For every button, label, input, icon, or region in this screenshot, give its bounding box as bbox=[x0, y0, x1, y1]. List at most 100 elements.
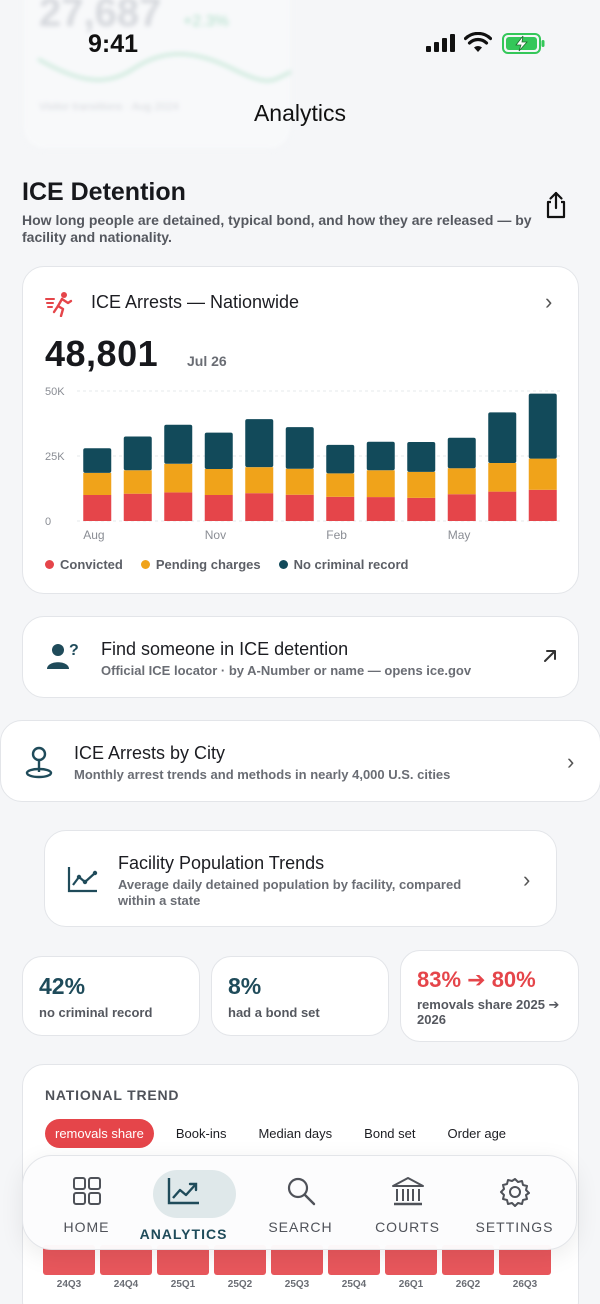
bar-segment-no-criminal-record bbox=[447, 437, 476, 469]
tab-courts[interactable]: COURTS bbox=[354, 1156, 461, 1251]
tab-label: COURTS bbox=[375, 1219, 440, 1235]
ghost-caption: Visitor transitions · Aug 2024 bbox=[39, 101, 179, 113]
background-card-ghost: 27,687 +2.3% Visitor transitions · Aug 2… bbox=[22, 0, 292, 150]
bar-segment-convicted bbox=[285, 494, 314, 521]
bar-segment-convicted bbox=[164, 492, 193, 521]
stat-value: 42% bbox=[39, 973, 86, 999]
tab-label: ANALYTICS bbox=[139, 1226, 228, 1242]
arrests-by-city-card[interactable]: ICE Arrests by City Monthly arrest trend… bbox=[0, 720, 600, 802]
chart-legend: Convicted Pending charges No criminal re… bbox=[45, 557, 408, 572]
tab-label: SETTINGS bbox=[475, 1219, 554, 1235]
person-question-icon: ? bbox=[47, 642, 79, 669]
bar-segment-no-criminal-record bbox=[164, 424, 193, 464]
ghost-sparkline bbox=[37, 52, 291, 83]
legend-item-no-record: No criminal record bbox=[278, 557, 409, 572]
bar-segment-pending-charges bbox=[123, 470, 152, 494]
bar-segment-pending-charges bbox=[407, 471, 436, 498]
arrests-total-value: 48,801 bbox=[45, 333, 159, 374]
quarter-label: 25Q4 bbox=[341, 1279, 367, 1290]
search-icon bbox=[287, 1177, 315, 1206]
facility-population-card[interactable]: Facility Population Trends Average daily… bbox=[44, 830, 557, 927]
arrests-stacked-bar-chart: 50K 25K 0 Aug Nov Feb May bbox=[45, 386, 563, 542]
external-link-arrow-icon bbox=[544, 650, 556, 662]
tab-label: HOME bbox=[63, 1219, 110, 1235]
bar-segment-no-criminal-record bbox=[407, 441, 436, 472]
quarter-bar-fill bbox=[328, 1245, 380, 1275]
trend-metric-chips: removals share Book-ins Median days Bond… bbox=[45, 1119, 516, 1148]
x-tick-label: Nov bbox=[205, 528, 226, 542]
tab-label: SEARCH bbox=[268, 1219, 333, 1235]
quarter-bar: 26Q1 bbox=[385, 1245, 437, 1290]
battery-charging-icon bbox=[502, 33, 545, 54]
quarter-bar-fill bbox=[43, 1245, 95, 1275]
bar-segment-no-criminal-record bbox=[245, 419, 274, 468]
quarter-bar-fill bbox=[271, 1245, 323, 1275]
chip-book-ins[interactable]: Book-ins bbox=[175, 1126, 227, 1141]
chevron-right-icon: › bbox=[545, 289, 553, 314]
tab-settings[interactable]: SETTINGS bbox=[461, 1156, 568, 1251]
bar-segment-convicted bbox=[204, 495, 233, 521]
tab-search[interactable]: SEARCH bbox=[247, 1156, 354, 1251]
stat-label: removals share 2025 ➔ 2026 bbox=[417, 997, 560, 1027]
quarter-label: 25Q3 bbox=[284, 1279, 310, 1290]
x-tick-label: May bbox=[448, 528, 471, 542]
chip-bond-set[interactable]: Bond set bbox=[364, 1126, 416, 1141]
stat-bond-set: 8% had a bond set bbox=[211, 956, 389, 1036]
bottom-tab-bar: HOME ANALYTICS SEARCH COURTS SETTINGS bbox=[22, 1155, 577, 1250]
bar-segment-convicted bbox=[123, 493, 152, 521]
line-chart-icon bbox=[67, 867, 98, 893]
stat-removals-share: 83% ➔ 80% removals share 2025 ➔ 2026 bbox=[400, 950, 579, 1042]
nav-title: Analytics bbox=[253, 100, 347, 126]
bar-segment-no-criminal-record bbox=[528, 393, 557, 459]
status-time: 9:41 bbox=[88, 30, 139, 58]
quarter-bar-fill bbox=[499, 1245, 551, 1275]
quarter-bar-fill bbox=[214, 1245, 266, 1275]
quarter-bar: 25Q3 bbox=[271, 1245, 323, 1290]
chip-order-age[interactable]: Order age bbox=[447, 1126, 507, 1141]
quarter-label: 26Q2 bbox=[455, 1279, 481, 1290]
share-icon[interactable] bbox=[542, 190, 570, 220]
national-trend-header: NATIONAL TREND bbox=[45, 1087, 180, 1103]
ghost-change: +2.3% bbox=[183, 13, 229, 30]
stat-label: had a bond set bbox=[228, 1005, 320, 1020]
legend-label: Convicted bbox=[60, 557, 123, 572]
bar-segment-pending-charges bbox=[245, 467, 274, 494]
quarter-bar: 24Q4 bbox=[100, 1245, 152, 1290]
tab-home[interactable]: HOME bbox=[33, 1156, 140, 1251]
bar-segment-pending-charges bbox=[204, 469, 233, 495]
chip-median-days[interactable]: Median days bbox=[258, 1126, 333, 1141]
quarter-bar: 26Q2 bbox=[442, 1245, 494, 1290]
bar-segment-convicted bbox=[447, 494, 476, 521]
quarter-label: 25Q1 bbox=[170, 1279, 196, 1290]
bar-segment-no-criminal-record bbox=[326, 444, 355, 474]
bar-segment-convicted bbox=[488, 491, 517, 521]
wifi-icon bbox=[464, 32, 492, 52]
location-pin-icon bbox=[25, 746, 53, 779]
ice-arrests-card[interactable]: ICE Arrests — Nationwide › 48,801 Jul 26… bbox=[22, 266, 579, 594]
legend-item-pending: Pending charges bbox=[140, 557, 261, 572]
quarter-bar: 25Q1 bbox=[157, 1245, 209, 1290]
bar-segment-pending-charges bbox=[488, 463, 517, 492]
stat-label: no criminal record bbox=[39, 1005, 153, 1020]
x-tick-label: Aug bbox=[83, 528, 104, 542]
grid-icon bbox=[72, 1177, 101, 1205]
city-card-title: ICE Arrests by City bbox=[74, 743, 226, 763]
active-tab-indicator bbox=[153, 1170, 236, 1218]
bar-segment-convicted bbox=[245, 493, 274, 521]
quarter-bar: 26Q3 bbox=[499, 1245, 551, 1290]
stat-no-criminal-record: 42% no criminal record bbox=[22, 956, 200, 1036]
bar-segment-pending-charges bbox=[164, 463, 193, 493]
find-detainee-card[interactable]: ? Find someone in ICE detention Official… bbox=[22, 616, 579, 698]
y-tick-label: 50K bbox=[45, 386, 65, 398]
tab-analytics[interactable]: ANALYTICS bbox=[130, 1156, 237, 1251]
legend-item-convicted: Convicted bbox=[45, 557, 123, 572]
y-tick-label: 25K bbox=[45, 451, 65, 463]
legend-label: No criminal record bbox=[293, 557, 409, 572]
bar-segment-convicted bbox=[326, 496, 355, 521]
bar-segment-pending-charges bbox=[528, 458, 557, 490]
legend-label: Pending charges bbox=[155, 557, 261, 572]
chip-removals-share[interactable]: removals share bbox=[45, 1119, 154, 1148]
arrests-date: Jul 26 bbox=[187, 353, 227, 369]
find-card-subtitle: Official ICE locator · by A-Number or na… bbox=[101, 663, 472, 678]
y-tick-label: 0 bbox=[45, 516, 51, 528]
